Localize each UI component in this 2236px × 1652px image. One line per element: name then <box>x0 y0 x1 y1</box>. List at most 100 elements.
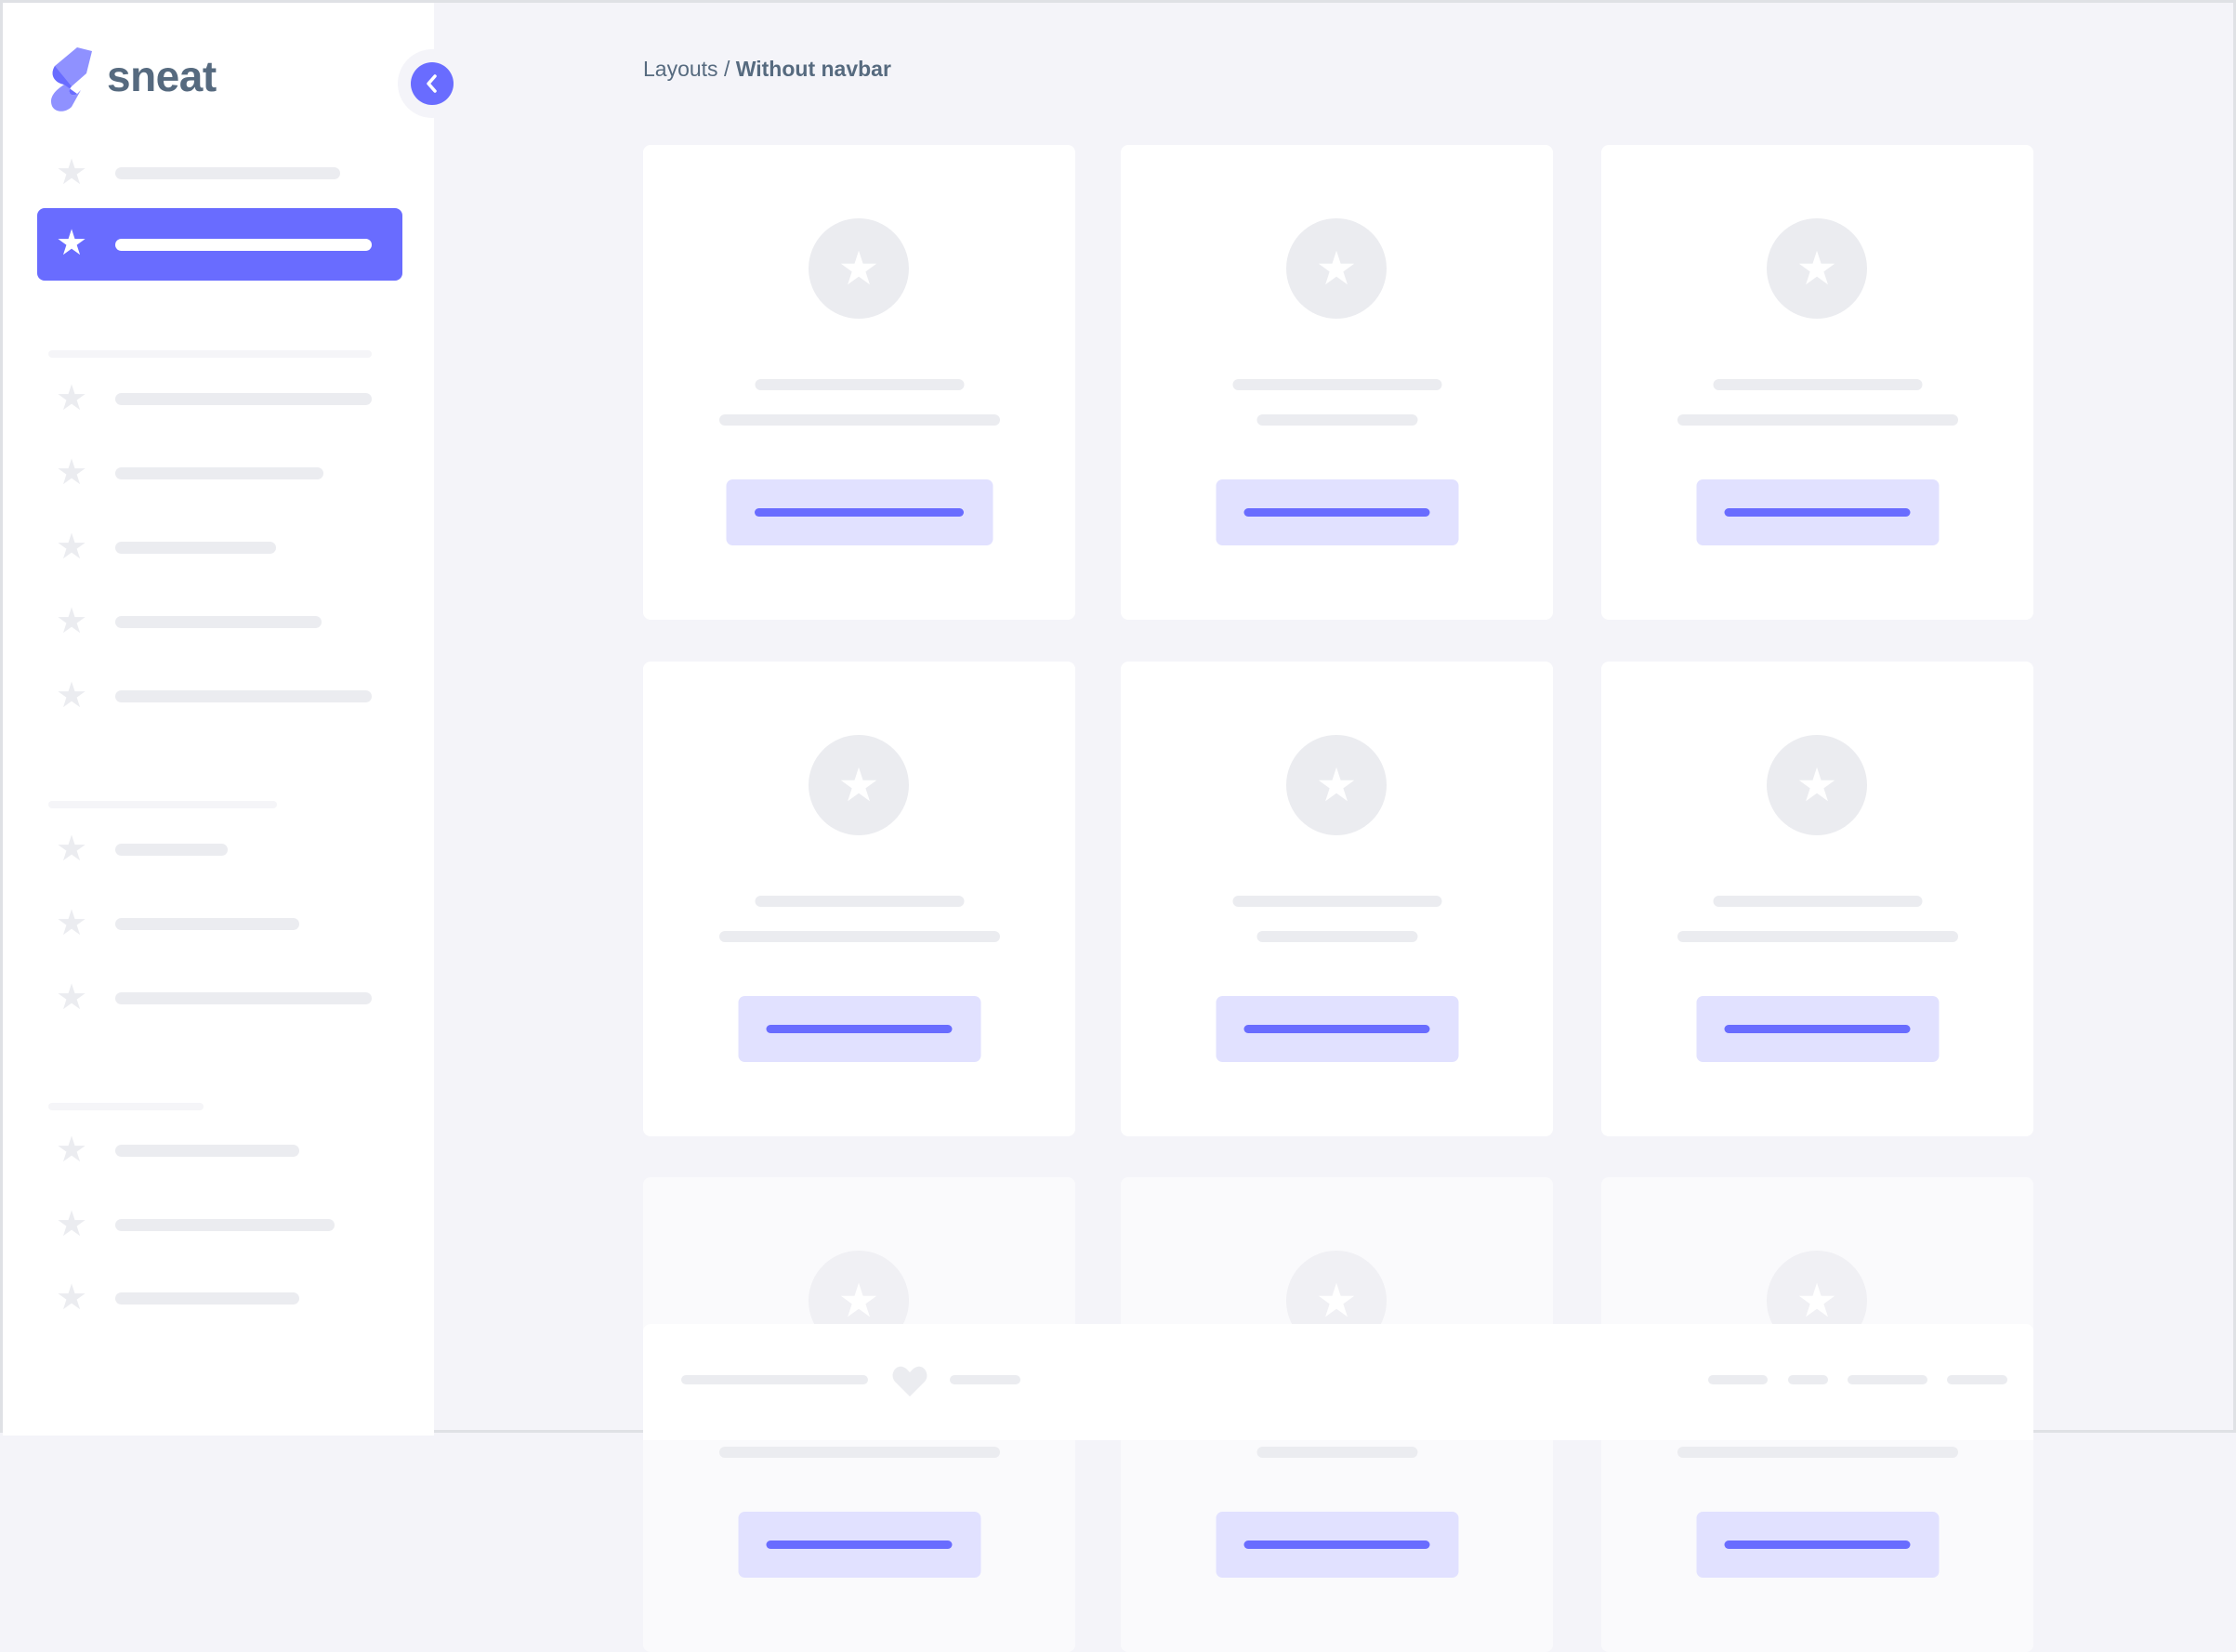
sidebar: sneat ★ ★ ★ ★ ★ ★ ★ ★ ★ ★ ★ ★ ★ <box>3 3 434 1436</box>
card-text-placeholder <box>1677 1447 1958 1458</box>
footer-link-placeholder[interactable] <box>1848 1375 1927 1384</box>
star-icon: ★ <box>56 453 88 492</box>
card: ★ <box>1121 145 1553 620</box>
card-title-placeholder <box>1713 379 1922 390</box>
card: ★ <box>643 145 1075 620</box>
star-icon: ★ <box>837 759 880 811</box>
menu-section-header <box>48 801 277 808</box>
card-avatar: ★ <box>809 218 909 319</box>
card-button[interactable] <box>1696 996 1939 1062</box>
card-avatar: ★ <box>1767 218 1867 319</box>
card-avatar: ★ <box>1286 735 1387 835</box>
breadcrumb-separator: / <box>723 57 730 81</box>
menu-item-label-placeholder <box>115 393 372 405</box>
star-icon: ★ <box>837 243 880 295</box>
card-button[interactable] <box>1696 1512 1939 1578</box>
star-icon: ★ <box>56 602 88 641</box>
footer-link-placeholder[interactable] <box>950 1375 1020 1384</box>
menu-item-label-placeholder <box>115 844 228 856</box>
footer-link-placeholder[interactable] <box>1947 1375 2007 1384</box>
card: ★ <box>1601 145 2033 620</box>
star-icon: ★ <box>837 1275 880 1327</box>
card-text-placeholder <box>1256 931 1417 942</box>
footer-link-placeholder[interactable] <box>1788 1375 1828 1384</box>
menu-item-label-placeholder <box>115 918 299 930</box>
card-title-placeholder <box>755 379 964 390</box>
card-button-label-placeholder <box>1724 1025 1911 1033</box>
card-button-label-placeholder <box>1724 1541 1911 1549</box>
menu-item[interactable]: ★ <box>37 668 402 724</box>
card-text-placeholder <box>718 1447 1000 1458</box>
star-icon: ★ <box>56 904 88 943</box>
card-button[interactable] <box>726 479 993 545</box>
menu-item-label-placeholder <box>115 1145 299 1157</box>
menu-item-label-placeholder <box>115 1219 335 1231</box>
menu-item[interactable]: ★ <box>37 970 402 1026</box>
card-title-placeholder <box>1232 896 1441 907</box>
menu-item[interactable]: ★ <box>37 371 402 426</box>
card-button-label-placeholder <box>766 1025 953 1033</box>
menu-item[interactable]: ★ <box>37 145 402 201</box>
heart-icon <box>892 1366 927 1396</box>
menu-item[interactable]: ★ <box>37 445 402 501</box>
breadcrumb-current: Without navbar <box>735 57 891 81</box>
menu-section-header <box>48 350 372 358</box>
footer-link-placeholder[interactable] <box>1708 1375 1768 1384</box>
footer-text-placeholder <box>681 1375 868 1384</box>
chevron-left-icon <box>427 74 437 93</box>
menu-item[interactable]: ★ <box>37 821 402 877</box>
card-button-label-placeholder <box>1243 1541 1430 1549</box>
menu-item-label-placeholder <box>115 467 323 479</box>
card-button[interactable] <box>1696 479 1939 545</box>
card-avatar: ★ <box>809 735 909 835</box>
menu-item[interactable]: ★ <box>37 1122 402 1178</box>
menu-item-label-placeholder <box>115 992 372 1004</box>
card-button-label-placeholder <box>1243 508 1430 517</box>
star-icon: ★ <box>56 153 88 192</box>
menu-section-header <box>48 1103 204 1110</box>
star-icon: ★ <box>1315 1275 1358 1327</box>
sneat-logo <box>51 47 92 111</box>
card-button[interactable] <box>1216 479 1458 545</box>
card-button-label-placeholder <box>1724 508 1911 517</box>
card-avatar: ★ <box>1286 218 1387 319</box>
menu-item[interactable]: ★ <box>37 1197 402 1252</box>
menu-item[interactable]: ★ <box>37 519 402 575</box>
menu-item-active[interactable]: ★ <box>37 208 402 281</box>
star-icon: ★ <box>1795 759 1838 811</box>
star-icon: ★ <box>1315 759 1358 811</box>
card-button[interactable] <box>1216 1512 1458 1578</box>
star-icon: ★ <box>56 1278 88 1318</box>
menu-item[interactable]: ★ <box>37 594 402 649</box>
star-icon: ★ <box>56 224 88 263</box>
breadcrumb: Layouts / Without navbar <box>643 57 891 82</box>
card-text-placeholder <box>1256 1447 1417 1458</box>
card-title-placeholder <box>1232 379 1441 390</box>
collapse-sidebar-button[interactable] <box>411 62 454 105</box>
card-button-label-placeholder <box>766 1541 953 1549</box>
card-button-label-placeholder <box>755 508 964 517</box>
star-icon: ★ <box>56 676 88 715</box>
menu-item-label-placeholder <box>115 1292 299 1305</box>
card-button-label-placeholder <box>1243 1025 1430 1033</box>
star-icon: ★ <box>1795 243 1838 295</box>
card-button[interactable] <box>738 1512 980 1578</box>
card-title-placeholder <box>1713 896 1922 907</box>
card-title-placeholder <box>755 896 964 907</box>
menu-item[interactable]: ★ <box>37 1270 402 1326</box>
card-button[interactable] <box>1216 996 1458 1062</box>
star-icon: ★ <box>56 1131 88 1170</box>
card-button[interactable] <box>738 996 980 1062</box>
star-icon: ★ <box>56 830 88 869</box>
menu-item-label-placeholder <box>115 542 276 554</box>
menu-item-label-placeholder <box>115 167 340 179</box>
star-icon: ★ <box>56 978 88 1017</box>
footer <box>643 1324 2033 1440</box>
card: ★ <box>1601 662 2033 1136</box>
card-text-placeholder <box>718 931 1000 942</box>
card-text-placeholder <box>1677 414 1958 426</box>
card-avatar: ★ <box>1767 735 1867 835</box>
menu-item[interactable]: ★ <box>37 896 402 951</box>
star-icon: ★ <box>1795 1275 1838 1327</box>
breadcrumb-parent[interactable]: Layouts <box>643 57 718 81</box>
